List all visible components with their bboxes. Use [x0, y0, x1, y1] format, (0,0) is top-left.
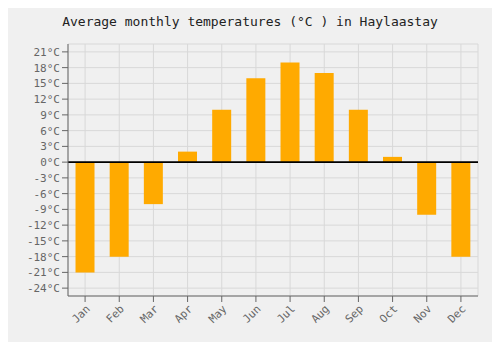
svg-text:9°C: 9°C [40, 109, 60, 122]
svg-text:-15°C: -15°C [27, 235, 60, 248]
svg-text:Nov: Nov [411, 302, 435, 326]
svg-text:Jun: Jun [240, 302, 263, 325]
svg-text:May: May [206, 302, 230, 326]
svg-text:-24°C: -24°C [27, 282, 60, 295]
svg-text:3°C: 3°C [40, 140, 60, 153]
svg-text:Sep: Sep [343, 302, 366, 325]
svg-text:Feb: Feb [104, 302, 127, 325]
svg-text:12°C: 12°C [34, 93, 61, 106]
html-text:Average monthly temperatures (: Average monthly temperatures (°C ) in Ha… [62, 14, 438, 29]
svg-text:21°C: 21°C [34, 46, 61, 59]
svg-text:-21°C: -21°C [27, 266, 60, 279]
svg-text:18°C: 18°C [34, 62, 61, 75]
svg-text:Apr: Apr [172, 302, 196, 326]
svg-text:Mar: Mar [138, 302, 162, 326]
svg-text:-3°C: -3°C [34, 172, 61, 185]
svg-text:Jul: Jul [274, 302, 297, 325]
svg-text:-9°C: -9°C [34, 203, 61, 216]
svg-text:Dec: Dec [445, 302, 468, 325]
svg-text:-18°C: -18°C [27, 251, 60, 264]
svg-text:Oct: Oct [377, 302, 400, 325]
svg-text:Aug: Aug [309, 302, 332, 325]
svg-text:-6°C: -6°C [34, 188, 61, 201]
svg-text:6°C: 6°C [40, 125, 60, 138]
svg-text:-12°C: -12°C [27, 219, 60, 232]
svg-text:0°C: 0°C [40, 156, 60, 169]
svg-text:Jan: Jan [69, 302, 92, 325]
svg-text:15°C: 15°C [34, 77, 61, 90]
